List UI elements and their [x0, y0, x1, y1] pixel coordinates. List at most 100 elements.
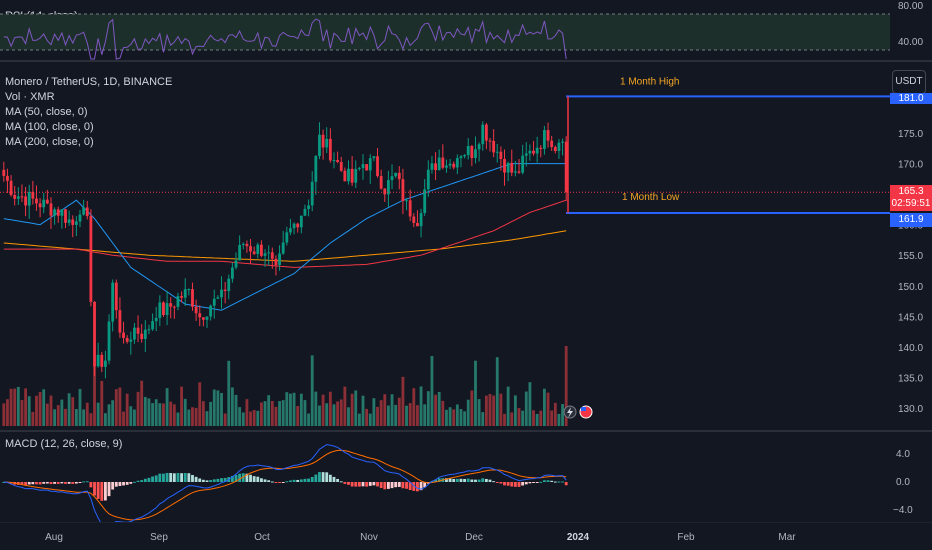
candle-body	[180, 296, 184, 298]
macd-histogram-bar	[405, 482, 408, 489]
macd-histogram-bar	[310, 477, 314, 482]
macd-histogram-bar	[249, 474, 252, 482]
candle-body	[220, 289, 223, 298]
candle-body	[114, 282, 118, 311]
time-axis[interactable]: Aug Sep Oct Nov Dec 2024 Feb Mar	[0, 522, 932, 550]
volume-bar	[151, 403, 154, 426]
us-flag-canton	[581, 407, 586, 411]
macd-histogram-bar	[194, 476, 198, 482]
candle-body	[289, 228, 292, 233]
volume-bar	[42, 389, 46, 426]
price-tick-label: 175.0	[898, 129, 923, 140]
candle-body	[122, 332, 125, 338]
price-axis[interactable]: 130.0135.0140.0145.0150.0155.0160.0165.0…	[898, 129, 923, 415]
macd-histogram-bar	[328, 474, 332, 482]
price-tick-label: 140.0	[898, 343, 923, 354]
volume-bar	[459, 409, 463, 426]
symbol-legend[interactable]: Monero / TetherUS, 1D, BINANCE	[5, 76, 173, 88]
price-tick-label: 150.0	[898, 282, 923, 293]
macd-histogram-bar	[517, 482, 521, 487]
ma100-legend[interactable]: MA (100, close, 0)	[5, 121, 94, 133]
macd-histogram-bar	[49, 482, 53, 485]
volume-bar	[278, 401, 281, 426]
macd-histogram-bar	[169, 473, 173, 482]
currency-button[interactable]: USDT	[892, 70, 926, 94]
macd-legend[interactable]: MACD (12, 26, close, 9)	[5, 438, 123, 450]
candle-body	[441, 157, 445, 168]
macd-histogram-bar	[129, 482, 133, 484]
volume-bar	[114, 389, 118, 426]
macd-histogram-bar	[419, 482, 423, 491]
rsi-axis-label-80: 80.00	[898, 1, 923, 12]
macd-histogram-bar	[510, 482, 514, 487]
candle-body	[299, 215, 303, 228]
volume-bar	[56, 405, 60, 426]
candle-body	[495, 151, 499, 153]
macd-histogram-bar	[492, 481, 496, 483]
volume-bar	[437, 391, 441, 426]
macd-histogram-bar	[474, 479, 477, 482]
candle-body	[35, 198, 38, 204]
candle-body	[263, 253, 267, 256]
candle-body	[553, 147, 557, 151]
volume-bar	[285, 392, 289, 426]
candle-body	[394, 172, 398, 177]
volume-bar	[357, 413, 361, 426]
price-chart[interactable]: 1 Month High 1 Month Low 130.0 135.0 140.0…	[0, 62, 932, 430]
macd-histogram-bar	[267, 480, 271, 482]
candle-body	[165, 303, 169, 316]
macd-histogram-bar	[477, 479, 481, 482]
volume-bar	[60, 399, 64, 426]
volume-bar	[216, 390, 220, 426]
macd-histogram-bar	[553, 481, 557, 483]
macd-histogram-bar	[314, 474, 318, 482]
candle-body	[492, 140, 496, 153]
candle-body	[350, 168, 354, 183]
volume-bar	[466, 399, 470, 426]
volume-bar	[223, 413, 227, 426]
macd-histogram-bar	[103, 482, 107, 501]
ma50-legend[interactable]: MA (50, close, 0)	[5, 106, 88, 118]
price-tick-label: 145.0	[898, 312, 923, 323]
candle-body	[535, 147, 539, 154]
macd-histogram-bar	[292, 479, 296, 482]
macd-histogram-bar	[528, 482, 532, 484]
macd-histogram-bar	[165, 472, 169, 482]
pane-separator[interactable]	[0, 430, 932, 432]
volume-bar	[372, 398, 376, 426]
event-icons	[563, 405, 593, 419]
candle-body	[419, 213, 423, 227]
volume-bar	[35, 395, 38, 426]
macd-histogram-bar	[31, 482, 35, 485]
volume-bar	[408, 403, 412, 426]
volume-bar	[176, 412, 180, 426]
candle-body	[517, 171, 521, 173]
pane-separator[interactable]	[0, 60, 932, 62]
volume-bar	[136, 391, 140, 426]
macd-histogram-bar	[270, 481, 274, 483]
volume-bar	[423, 404, 427, 426]
ma200-legend[interactable]: MA (200, close, 0)	[5, 136, 94, 148]
macd-histogram-bar	[118, 482, 122, 486]
macd-histogram-bar	[256, 476, 260, 482]
volume-bar	[383, 394, 387, 426]
volume-bar	[325, 403, 329, 426]
volume-bar	[263, 401, 267, 426]
volume-bar	[212, 389, 216, 426]
volume-bar	[430, 355, 434, 426]
macd-histogram-bar	[114, 482, 118, 487]
macd-histogram-bar	[557, 481, 561, 483]
macd-histogram-bar	[339, 481, 343, 483]
volume-legend[interactable]: Vol · XMR	[5, 91, 55, 103]
candle-body	[31, 192, 35, 199]
candle-body	[303, 208, 307, 216]
volume-bar	[252, 409, 256, 426]
macd-histogram-bar	[234, 475, 238, 482]
volume-bar	[521, 410, 525, 426]
candle-body	[477, 144, 481, 150]
rsi-pane[interactable]: 80.00 40.00	[0, 0, 932, 60]
macd-histogram-bar	[539, 481, 543, 483]
macd-pane[interactable]: 4.0 0.0 −4.0	[0, 432, 932, 522]
volume-bar	[397, 397, 401, 426]
volume-bar	[445, 409, 448, 426]
